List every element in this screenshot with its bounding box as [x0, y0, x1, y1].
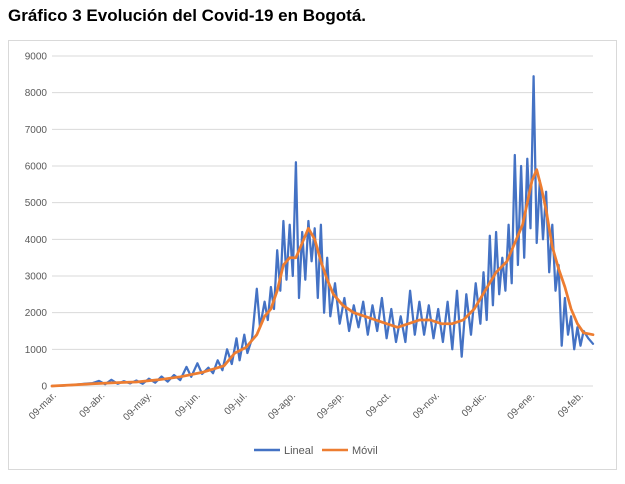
x-tick-label: 09-dic.	[460, 390, 489, 419]
series-line-1	[50, 75, 595, 388]
chart-series	[50, 75, 595, 388]
y-tick-label: 9000	[25, 52, 48, 63]
chart-frame: 0 1000 2000 3000 4000 5000 6000 7000 8000 9000 09…	[8, 40, 617, 470]
series-line-2	[50, 168, 595, 388]
x-tick-label: 09-abr.	[77, 390, 107, 420]
x-tick-label: 09-feb.	[556, 390, 586, 420]
chart-gridlines	[52, 55, 593, 387]
x-tick-label: 09-oct.	[364, 390, 393, 419]
line-chart: 0 1000 2000 3000 4000 5000 6000 7000 8000 9000 09…	[25, 52, 595, 457]
y-tick-label: 6000	[25, 162, 48, 173]
x-tick-label: 09-may.	[121, 390, 154, 423]
y-tick-label: 1000	[25, 345, 48, 356]
x-tick-label: 09-ago.	[266, 390, 298, 422]
page-title: Gráfico 3 Evolución del Covid-19 en Bogo…	[8, 6, 367, 25]
chart-legend: Lineal Móvil	[254, 445, 378, 457]
x-tick-label: 09-mar.	[27, 390, 59, 422]
y-axis-ticks: 0 1000 2000 3000 4000 5000 6000 7000 8000 9000	[25, 52, 48, 393]
x-tick-label: 09-sep.	[315, 390, 346, 421]
x-tick-label: 09-nov.	[411, 390, 442, 421]
legend-label-1: Lineal	[284, 445, 313, 457]
y-tick-label: 7000	[25, 125, 48, 136]
y-tick-label: 0	[41, 382, 47, 393]
x-tick-label: 09-jul.	[223, 390, 250, 417]
x-tick-label: 09-ene.	[506, 390, 538, 422]
y-tick-label: 4000	[25, 235, 48, 246]
y-tick-label: 2000	[25, 308, 48, 319]
x-tick-label: 09-jun.	[173, 390, 202, 419]
legend-label-2: Móvil	[352, 445, 378, 457]
x-axis-ticks: 09-mar. 09-abr. 09-may. 09-jun. 09-jul. 09-ag…	[27, 390, 586, 423]
y-tick-label: 3000	[25, 272, 48, 283]
y-tick-label: 8000	[25, 88, 48, 99]
y-tick-label: 5000	[25, 198, 48, 209]
